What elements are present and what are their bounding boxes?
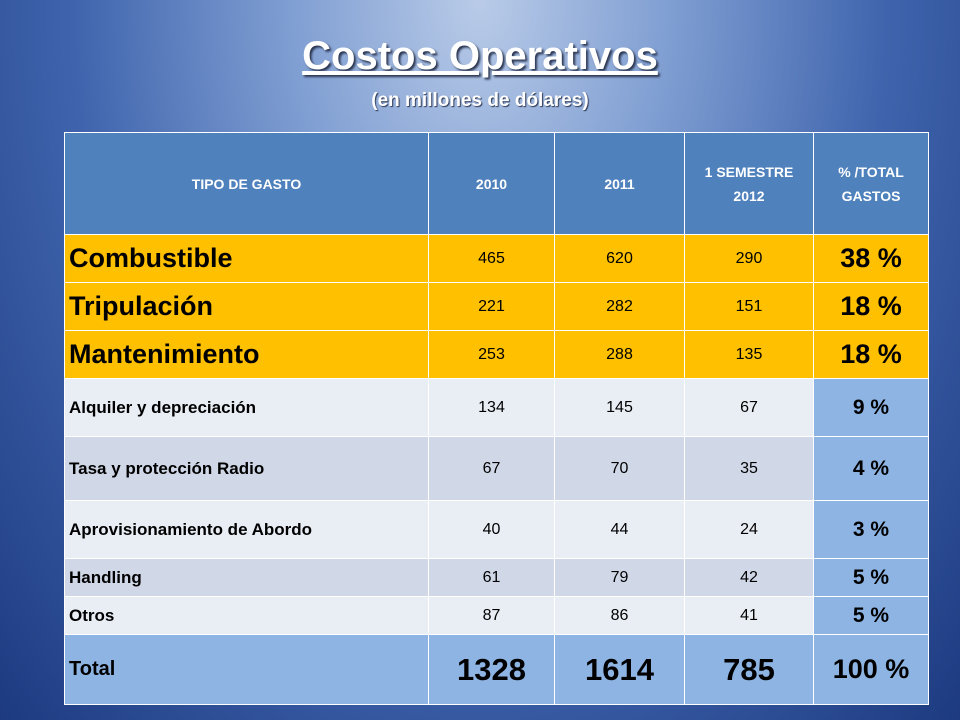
value-2010: 134	[428, 378, 555, 437]
value-2010: 221	[428, 282, 555, 331]
row-name: Combustible	[64, 234, 429, 283]
table-row: Handling 61 79 42 5 %	[64, 558, 929, 597]
value-2011: 44	[554, 500, 685, 559]
value-semestre-2012: 24	[684, 500, 814, 559]
value-pct: 5 %	[813, 596, 929, 635]
value-semestre-2012: 135	[684, 330, 814, 379]
total-pct: 100 %	[813, 634, 929, 705]
value-pct: 18 %	[813, 282, 929, 331]
value-semestre-2012: 35	[684, 436, 814, 501]
value-2010: 40	[428, 500, 555, 559]
value-semestre-2012: 41	[684, 596, 814, 635]
header-tipo: TIPO DE GASTO	[64, 132, 429, 235]
table-row: Aprovisionamiento de Abordo 40 44 24 3 %	[64, 500, 929, 559]
value-2011: 620	[554, 234, 685, 283]
table-row: Tasa y protección Radio 67 70 35 4 %	[64, 436, 929, 501]
value-semestre-2012: 151	[684, 282, 814, 331]
row-name: Alquiler y depreciación	[64, 378, 429, 437]
value-2011: 288	[554, 330, 685, 379]
total-2011: 1614	[554, 634, 685, 705]
total-2010: 1328	[428, 634, 555, 705]
value-2011: 282	[554, 282, 685, 331]
header-pct-total: % /TOTAL GASTOS	[813, 132, 929, 235]
table-row: Otros 87 86 41 5 %	[64, 596, 929, 635]
total-row: Total 1328 1614 785 100 %	[64, 634, 929, 705]
value-2010: 253	[428, 330, 555, 379]
value-pct: 5 %	[813, 558, 929, 597]
value-semestre-2012: 290	[684, 234, 814, 283]
value-2011: 145	[554, 378, 685, 437]
header-semestre-2012: 1 SEMESTRE 2012	[684, 132, 814, 235]
value-2011: 86	[554, 596, 685, 635]
page-title: Costos Operativos	[302, 34, 658, 78]
value-2010: 87	[428, 596, 555, 635]
value-2010: 61	[428, 558, 555, 597]
table-row: Alquiler y depreciación 134 145 67 9 %	[64, 378, 929, 437]
value-pct: 4 %	[813, 436, 929, 501]
table-row: Mantenimiento 253 288 135 18 %	[64, 330, 929, 379]
row-name: Tripulación	[64, 282, 429, 331]
value-2010: 465	[428, 234, 555, 283]
value-semestre-2012: 67	[684, 378, 814, 437]
value-2011: 70	[554, 436, 685, 501]
costs-table: TIPO DE GASTO 2010 2011 1 SEMESTRE 2012 …	[64, 132, 929, 705]
value-pct: 38 %	[813, 234, 929, 283]
value-semestre-2012: 42	[684, 558, 814, 597]
total-semestre-2012: 785	[684, 634, 814, 705]
value-pct: 9 %	[813, 378, 929, 437]
table-row: Combustible 465 620 290 38 %	[64, 234, 929, 283]
row-name: Mantenimiento	[64, 330, 429, 379]
value-2010: 67	[428, 436, 555, 501]
row-name: Otros	[64, 596, 429, 635]
value-2011: 79	[554, 558, 685, 597]
total-label: Total	[64, 634, 429, 705]
row-name: Handling	[64, 558, 429, 597]
header-2010: 2010	[428, 132, 555, 235]
row-name: Aprovisionamiento de Abordo	[64, 500, 429, 559]
row-name: Tasa y protección Radio	[64, 436, 429, 501]
value-pct: 3 %	[813, 500, 929, 559]
page-subtitle: (en millones de dólares)	[371, 90, 589, 111]
table-row: Tripulación 221 282 151 18 %	[64, 282, 929, 331]
header-row: TIPO DE GASTO 2010 2011 1 SEMESTRE 2012 …	[64, 132, 929, 235]
value-pct: 18 %	[813, 330, 929, 379]
header-2011: 2011	[554, 132, 685, 235]
